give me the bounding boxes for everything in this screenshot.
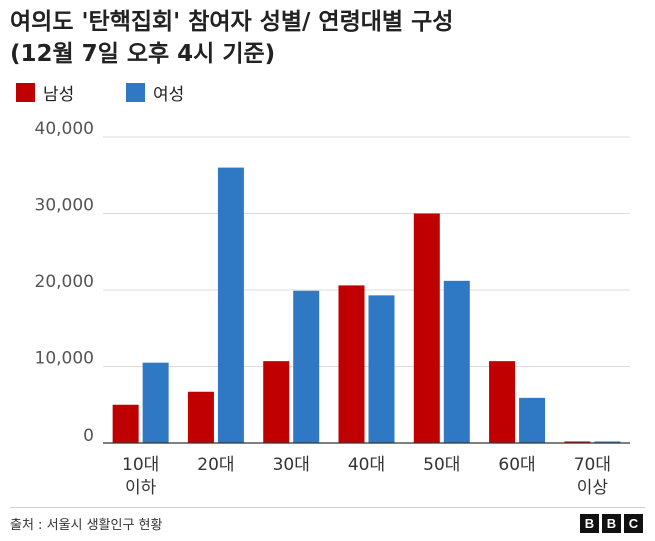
bar-female	[142, 362, 169, 443]
legend-item-female: 여성	[126, 80, 184, 105]
x-tick-label-line: 40대	[348, 455, 385, 475]
x-tick-label: 60대	[498, 455, 535, 475]
y-tick-label: 0	[83, 426, 94, 446]
x-tick-label-line: 이하	[125, 478, 157, 498]
legend-swatch-male	[16, 83, 35, 102]
footer-divider	[10, 507, 645, 508]
bar-female	[368, 295, 395, 443]
bar-female	[443, 280, 470, 443]
chart-title-line-1: 여의도 '탄핵집회' 참여자 성별/ 연령대별 구성	[10, 9, 454, 35]
bbc-logo-letter: B	[580, 514, 599, 533]
x-tick-label-line: 10대	[122, 455, 159, 475]
x-tick-label: 30대	[273, 455, 310, 475]
x-tick-label: 40대	[348, 455, 385, 475]
x-tick-label-line: 50대	[423, 455, 460, 475]
bar-female	[594, 441, 621, 443]
bar-female	[293, 290, 320, 443]
legend-label-male: 남성	[43, 85, 75, 105]
y-tick-label: 30,000	[35, 196, 94, 216]
y-tick-label: 40,000	[35, 119, 94, 139]
bar-male	[564, 441, 591, 443]
bar-male	[263, 361, 290, 443]
source-note: 출처 : 서울시 생활인구 현황	[10, 518, 163, 533]
y-tick-label: 10,000	[35, 349, 94, 369]
bar-female	[519, 397, 546, 443]
x-tick-label-line: 20대	[197, 455, 234, 475]
bar-male	[338, 285, 365, 443]
x-tick-label: 20대	[197, 455, 234, 475]
legend-label-female: 여성	[153, 85, 185, 105]
y-tick-label: 20,000	[35, 272, 94, 292]
bar-male	[187, 391, 214, 443]
x-tick-label-line: 60대	[498, 455, 535, 475]
x-tick-label-line: 30대	[273, 455, 310, 475]
bbc-logo-letter: C	[624, 514, 643, 533]
bbc-logo-letter: B	[602, 514, 621, 533]
chart-title-line-2: (12월 7일 오후 4시 기준)	[10, 41, 276, 67]
legend-item-male: 남성	[16, 80, 74, 105]
bar-male	[413, 213, 440, 443]
x-tick-label-line: 이상	[577, 478, 609, 498]
bar-male	[489, 361, 516, 443]
bar-female	[217, 167, 244, 443]
x-tick-label: 50대	[423, 455, 460, 475]
x-tick-label-line: 70대	[574, 455, 611, 475]
bbc-logo: B B C	[580, 514, 643, 533]
chart-title: 여의도 '탄핵집회' 참여자 성별/ 연령대별 구성 (12월 7일 오후 4시…	[10, 6, 650, 70]
bar-male	[112, 404, 139, 443]
legend-swatch-female	[126, 83, 145, 102]
